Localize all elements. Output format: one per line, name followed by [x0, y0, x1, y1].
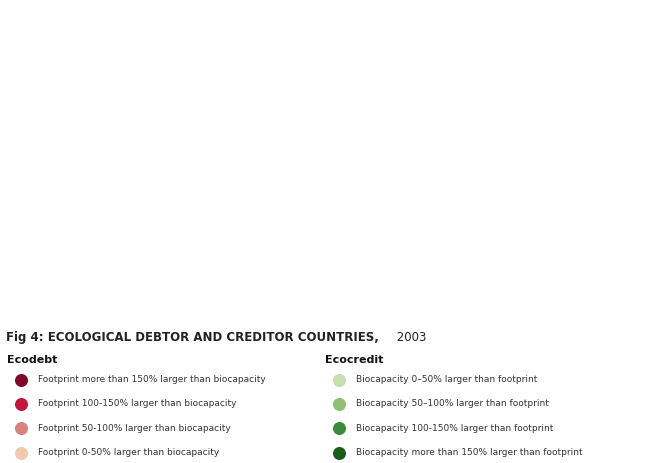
- Text: Biocapacity more than 150% larger than footprint: Biocapacity more than 150% larger than f…: [356, 448, 583, 457]
- Point: [509, 74, 519, 81]
- Text: Footprint 50-100% larger than biocapacity: Footprint 50-100% larger than biocapacit…: [38, 424, 231, 433]
- Text: 2003: 2003: [393, 331, 426, 344]
- Point: [509, 295, 519, 302]
- Text: Footprint more than 150% larger than biocapacity: Footprint more than 150% larger than bio…: [38, 375, 265, 384]
- Text: Ecocredit: Ecocredit: [325, 355, 384, 365]
- Text: Footprint 0-50% larger than biocapacity: Footprint 0-50% larger than biocapacity: [38, 448, 219, 457]
- Text: Ecodebt: Ecodebt: [6, 355, 57, 365]
- Text: Footprint 100-150% larger than biocapacity: Footprint 100-150% larger than biocapaci…: [38, 400, 236, 408]
- Text: Biocapacity 50–100% larger than footprint: Biocapacity 50–100% larger than footprin…: [356, 400, 549, 408]
- Text: Biocapacity 100-150% larger than footprint: Biocapacity 100-150% larger than footpri…: [356, 424, 554, 433]
- Text: Fig 4: ECOLOGICAL DEBTOR AND CREDITOR COUNTRIES,: Fig 4: ECOLOGICAL DEBTOR AND CREDITOR CO…: [6, 331, 380, 344]
- Text: Biocapacity 0–50% larger than footprint: Biocapacity 0–50% larger than footprint: [356, 375, 538, 384]
